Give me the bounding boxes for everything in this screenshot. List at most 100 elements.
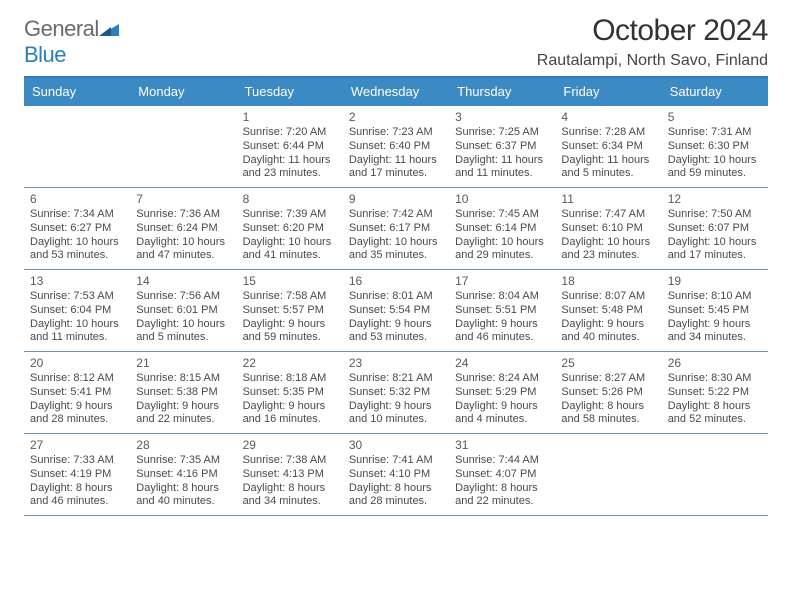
day-number: 11 <box>561 192 655 207</box>
month-title: October 2024 <box>537 14 768 48</box>
sunrise-text: Sunrise: 8:27 AM <box>561 372 655 386</box>
sunrise-text: Sunrise: 8:21 AM <box>349 372 443 386</box>
sunrise-text: Sunrise: 7:53 AM <box>30 290 124 304</box>
day-cell: 28Sunrise: 7:35 AMSunset: 4:16 PMDayligh… <box>130 434 236 515</box>
day-cell: 8Sunrise: 7:39 AMSunset: 6:20 PMDaylight… <box>237 188 343 269</box>
day-number: 4 <box>561 110 655 125</box>
day-number: 3 <box>455 110 549 125</box>
day-cell: 23Sunrise: 8:21 AMSunset: 5:32 PMDayligh… <box>343 352 449 433</box>
sunrise-text: Sunrise: 7:25 AM <box>455 126 549 140</box>
sunrise-text: Sunrise: 7:45 AM <box>455 208 549 222</box>
daylight-text: Daylight: 11 hours and 5 minutes. <box>561 154 655 182</box>
daylight-text: Daylight: 10 hours and 29 minutes. <box>455 236 549 264</box>
logo-part2: Blue <box>24 42 66 67</box>
location: Rautalampi, North Savo, Finland <box>537 52 768 70</box>
week-row: 27Sunrise: 7:33 AMSunset: 4:19 PMDayligh… <box>24 434 768 516</box>
day-number: 29 <box>243 438 337 453</box>
daylight-text: Daylight: 10 hours and 59 minutes. <box>668 154 762 182</box>
daylight-text: Daylight: 10 hours and 5 minutes. <box>136 318 230 346</box>
dow-saturday: Saturday <box>662 78 768 106</box>
logo: GeneralBlue <box>24 14 119 68</box>
day-number: 17 <box>455 274 549 289</box>
dow-wednesday: Wednesday <box>343 78 449 106</box>
daylight-text: Daylight: 9 hours and 46 minutes. <box>455 318 549 346</box>
day-cell: 5Sunrise: 7:31 AMSunset: 6:30 PMDaylight… <box>662 106 768 187</box>
daylight-text: Daylight: 8 hours and 40 minutes. <box>136 482 230 510</box>
sunrise-text: Sunrise: 8:18 AM <box>243 372 337 386</box>
day-cell: 20Sunrise: 8:12 AMSunset: 5:41 PMDayligh… <box>24 352 130 433</box>
day-number: 12 <box>668 192 762 207</box>
day-number: 9 <box>349 192 443 207</box>
day-cell: 4Sunrise: 7:28 AMSunset: 6:34 PMDaylight… <box>555 106 661 187</box>
sunrise-text: Sunrise: 7:39 AM <box>243 208 337 222</box>
daylight-text: Daylight: 9 hours and 53 minutes. <box>349 318 443 346</box>
day-cell: 6Sunrise: 7:34 AMSunset: 6:27 PMDaylight… <box>24 188 130 269</box>
day-number: 15 <box>243 274 337 289</box>
day-number: 28 <box>136 438 230 453</box>
day-number: 5 <box>668 110 762 125</box>
day-cell: 13Sunrise: 7:53 AMSunset: 6:04 PMDayligh… <box>24 270 130 351</box>
daylight-text: Daylight: 10 hours and 17 minutes. <box>668 236 762 264</box>
sunrise-text: Sunrise: 7:35 AM <box>136 454 230 468</box>
sunset-text: Sunset: 5:45 PM <box>668 304 762 318</box>
day-cell: 15Sunrise: 7:58 AMSunset: 5:57 PMDayligh… <box>237 270 343 351</box>
sunrise-text: Sunrise: 7:23 AM <box>349 126 443 140</box>
sunset-text: Sunset: 4:10 PM <box>349 468 443 482</box>
sunset-text: Sunset: 4:07 PM <box>455 468 549 482</box>
week-row: 20Sunrise: 8:12 AMSunset: 5:41 PMDayligh… <box>24 352 768 434</box>
daylight-text: Daylight: 10 hours and 47 minutes. <box>136 236 230 264</box>
day-number: 26 <box>668 356 762 371</box>
sunset-text: Sunset: 6:24 PM <box>136 222 230 236</box>
header: GeneralBlue October 2024 Rautalampi, Nor… <box>24 14 768 70</box>
sunset-text: Sunset: 6:34 PM <box>561 140 655 154</box>
sunrise-text: Sunrise: 8:15 AM <box>136 372 230 386</box>
dow-tuesday: Tuesday <box>237 78 343 106</box>
day-number: 14 <box>136 274 230 289</box>
week-row: 6Sunrise: 7:34 AMSunset: 6:27 PMDaylight… <box>24 188 768 270</box>
daylight-text: Daylight: 8 hours and 58 minutes. <box>561 400 655 428</box>
daylight-text: Daylight: 10 hours and 23 minutes. <box>561 236 655 264</box>
sunset-text: Sunset: 5:35 PM <box>243 386 337 400</box>
sunrise-text: Sunrise: 7:33 AM <box>30 454 124 468</box>
day-number: 1 <box>243 110 337 125</box>
day-cell: 30Sunrise: 7:41 AMSunset: 4:10 PMDayligh… <box>343 434 449 515</box>
day-cell: 19Sunrise: 8:10 AMSunset: 5:45 PMDayligh… <box>662 270 768 351</box>
calendar: Sunday Monday Tuesday Wednesday Thursday… <box>24 76 768 516</box>
daylight-text: Daylight: 8 hours and 52 minutes. <box>668 400 762 428</box>
sunrise-text: Sunrise: 7:34 AM <box>30 208 124 222</box>
logo-mark-icon <box>99 16 119 42</box>
sunrise-text: Sunrise: 8:10 AM <box>668 290 762 304</box>
sunset-text: Sunset: 6:37 PM <box>455 140 549 154</box>
sunrise-text: Sunrise: 8:07 AM <box>561 290 655 304</box>
day-cell: 29Sunrise: 7:38 AMSunset: 4:13 PMDayligh… <box>237 434 343 515</box>
day-cell: 2Sunrise: 7:23 AMSunset: 6:40 PMDaylight… <box>343 106 449 187</box>
daylight-text: Daylight: 9 hours and 4 minutes. <box>455 400 549 428</box>
daylight-text: Daylight: 8 hours and 46 minutes. <box>30 482 124 510</box>
week-row: 1Sunrise: 7:20 AMSunset: 6:44 PMDaylight… <box>24 106 768 188</box>
sunset-text: Sunset: 5:29 PM <box>455 386 549 400</box>
day-cell: 7Sunrise: 7:36 AMSunset: 6:24 PMDaylight… <box>130 188 236 269</box>
daylight-text: Daylight: 9 hours and 10 minutes. <box>349 400 443 428</box>
day-cell: 27Sunrise: 7:33 AMSunset: 4:19 PMDayligh… <box>24 434 130 515</box>
sunset-text: Sunset: 4:16 PM <box>136 468 230 482</box>
daylight-text: Daylight: 8 hours and 22 minutes. <box>455 482 549 510</box>
sunset-text: Sunset: 4:19 PM <box>30 468 124 482</box>
day-number: 10 <box>455 192 549 207</box>
day-cell: 17Sunrise: 8:04 AMSunset: 5:51 PMDayligh… <box>449 270 555 351</box>
daylight-text: Daylight: 8 hours and 28 minutes. <box>349 482 443 510</box>
day-number: 20 <box>30 356 124 371</box>
day-cell: 1Sunrise: 7:20 AMSunset: 6:44 PMDaylight… <box>237 106 343 187</box>
day-cell: 18Sunrise: 8:07 AMSunset: 5:48 PMDayligh… <box>555 270 661 351</box>
sunset-text: Sunset: 6:20 PM <box>243 222 337 236</box>
sunrise-text: Sunrise: 7:28 AM <box>561 126 655 140</box>
day-number: 13 <box>30 274 124 289</box>
day-cell: 12Sunrise: 7:50 AMSunset: 6:07 PMDayligh… <box>662 188 768 269</box>
title-block: October 2024 Rautalampi, North Savo, Fin… <box>537 14 768 70</box>
day-number: 21 <box>136 356 230 371</box>
day-number: 24 <box>455 356 549 371</box>
sunrise-text: Sunrise: 7:47 AM <box>561 208 655 222</box>
sunset-text: Sunset: 5:22 PM <box>668 386 762 400</box>
day-cell: 14Sunrise: 7:56 AMSunset: 6:01 PMDayligh… <box>130 270 236 351</box>
day-of-week-header: Sunday Monday Tuesday Wednesday Thursday… <box>24 78 768 106</box>
day-cell: 21Sunrise: 8:15 AMSunset: 5:38 PMDayligh… <box>130 352 236 433</box>
